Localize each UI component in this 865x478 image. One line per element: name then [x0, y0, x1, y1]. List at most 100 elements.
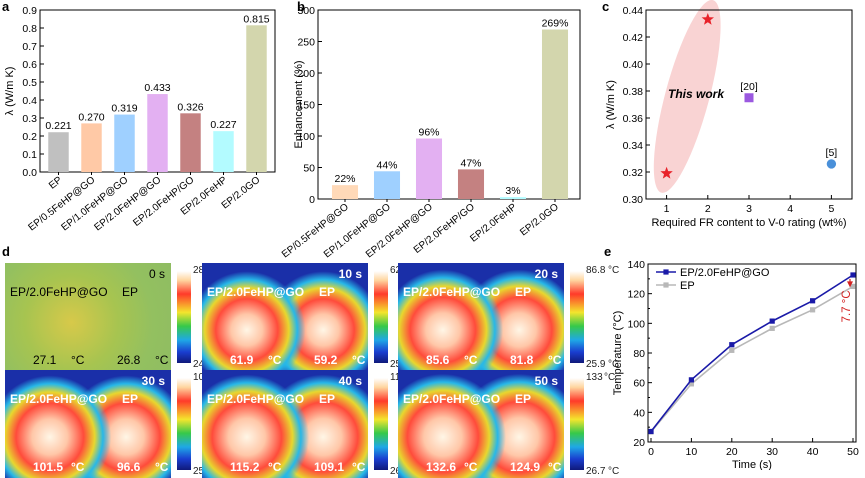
data-point — [729, 347, 735, 353]
sample-label: EP/2.0FeHP@GO — [207, 392, 305, 406]
y-tick-label: 0.34 — [623, 140, 644, 152]
time-label: 20 s — [534, 267, 558, 281]
y-axis-label: λ (W/m K) — [605, 80, 617, 129]
bar — [373, 171, 401, 199]
sample-label: EP — [515, 392, 532, 406]
ref-label: [20] — [740, 81, 758, 93]
colorbar-min-label: 25.9 — [586, 359, 606, 370]
y-tick-label: 0.6 — [22, 59, 37, 71]
temperature-readout: 81.8 — [510, 353, 534, 367]
unit-label: °C — [155, 460, 169, 474]
unit-label: °C — [464, 353, 478, 367]
series-line — [650, 274, 854, 432]
y-tick-label: 0.3 — [22, 113, 37, 125]
panel-label-a: a — [2, 0, 10, 14]
colorbar — [374, 271, 388, 363]
y-axis-label: Temperature (°C) — [612, 311, 624, 395]
x-tick-label: 0 — [648, 446, 654, 458]
colorbar-max-label: 116 — [390, 372, 406, 383]
bar — [246, 25, 267, 172]
y-tick-label: 0.7 — [22, 41, 37, 53]
colorbar-max-label: 133 — [586, 372, 603, 383]
legend-marker — [663, 269, 669, 275]
unit-label: °C — [352, 460, 366, 474]
series-line — [650, 285, 854, 433]
unit-label: °C — [268, 353, 282, 367]
colorbar — [374, 378, 388, 470]
unit-label: °C — [548, 353, 562, 367]
y-tick-label: 0.8 — [22, 23, 37, 35]
bar — [147, 94, 168, 172]
x-axis-label: Time (s) — [732, 459, 772, 470]
unit-label: °C — [71, 353, 85, 367]
bar-value-label: 269% — [542, 18, 569, 30]
ref-point — [826, 159, 837, 169]
this-work-point — [660, 166, 673, 179]
temperature-readout: 115.2 — [230, 460, 260, 474]
x-tick-label: 2 — [705, 203, 711, 215]
y-tick-label: 120 — [627, 289, 645, 301]
y-tick-label: 20 — [633, 437, 645, 449]
chart-c: 0.30 0.32 0.34 0.36 0.38 0.40 0.42 0.44 1 2 3 4 5 Thi… — [605, 0, 853, 229]
sample-label: EP — [319, 392, 336, 406]
sample-label: EP — [122, 285, 139, 299]
bar — [499, 197, 527, 199]
bar-value-label: 96% — [418, 127, 439, 139]
unit-label: °C — [464, 460, 478, 474]
bar-value-label: 0.227 — [210, 119, 236, 131]
data-point — [729, 342, 735, 348]
y-tick-label: 250 — [297, 37, 315, 49]
y-tick-label: 0.42 — [623, 32, 644, 44]
y-tick-label: 300 — [297, 5, 315, 17]
y-tick-label: 60 — [633, 378, 645, 390]
bar — [81, 123, 102, 172]
temperature-readout: 124.9 — [510, 460, 541, 474]
chart-e: 20 40 60 80 100 120 140 0 10 20 30 40 50 EP/2.0FeHP@G… — [612, 259, 859, 470]
bar-value-label: 0.270 — [78, 111, 104, 123]
colorbar — [177, 271, 191, 363]
y-tick-label: 200 — [297, 68, 315, 80]
data-point — [810, 298, 816, 304]
temperature-readout: 27.1 — [33, 353, 57, 367]
panel-label-d: d — [2, 244, 10, 259]
x-tick-label: EP/2.0GO — [518, 202, 561, 239]
data-point — [688, 377, 694, 383]
data-point — [769, 325, 775, 331]
x-tick-label: 10 — [686, 446, 698, 458]
chart-b: 0 50 100 150 200 250 300 22% EP/0.5FeHP@GO 44% EP/… — [280, 5, 581, 260]
bar — [180, 113, 201, 172]
colorbar-max-label: 86.8 — [586, 265, 606, 276]
x-axis-label: Required FR content to V-0 rating (wt%) — [651, 217, 846, 229]
this-work-point — [701, 13, 714, 25]
legend-label: EP/2.0FeHP@GO — [680, 267, 770, 279]
x-tick-label: 4 — [787, 203, 793, 215]
bar — [415, 138, 443, 199]
data-point — [850, 283, 856, 289]
unit-label: °C — [604, 372, 616, 383]
bar-value-label: 0.319 — [111, 103, 137, 115]
unit-label: °C — [155, 353, 169, 367]
colorbar — [570, 271, 584, 363]
data-point — [769, 318, 775, 324]
y-tick-label: 0.40 — [623, 59, 644, 71]
x-tick-label: 40 — [807, 446, 819, 458]
time-label: 30 s — [141, 374, 165, 388]
y-axis-label: Enhancement (%) — [293, 60, 305, 148]
sample-label: EP/2.0FeHP@GO — [10, 392, 108, 406]
sample-label: EP — [319, 285, 336, 299]
temperature-readout: 96.6 — [117, 460, 141, 474]
x-tick-label: EP — [47, 174, 65, 191]
sample-label: EP — [122, 392, 139, 406]
thermal-image: EP/2.0FeHP@GO EP 20 s 85.6 81.8 °C °C — [398, 263, 564, 371]
y-axis-label: λ (W/m K) — [4, 67, 16, 116]
x-tick-label: 3 — [746, 203, 752, 215]
thermal-image: EP/2.0FeHP@GO EP 0 s 27.1 26.8 °C °C — [5, 263, 171, 371]
thermal-image: EP/2.0FeHP@GO EP 30 s 101.5 96.6 °C °C — [5, 370, 171, 478]
bar — [48, 132, 69, 172]
temperature-readout: 59.2 — [314, 353, 338, 367]
y-tick-label: 0.32 — [623, 167, 644, 179]
unit-label: °C — [608, 359, 620, 370]
y-tick-label: 0.9 — [22, 5, 37, 17]
unit-label: °C — [608, 265, 620, 276]
bar — [457, 169, 485, 199]
